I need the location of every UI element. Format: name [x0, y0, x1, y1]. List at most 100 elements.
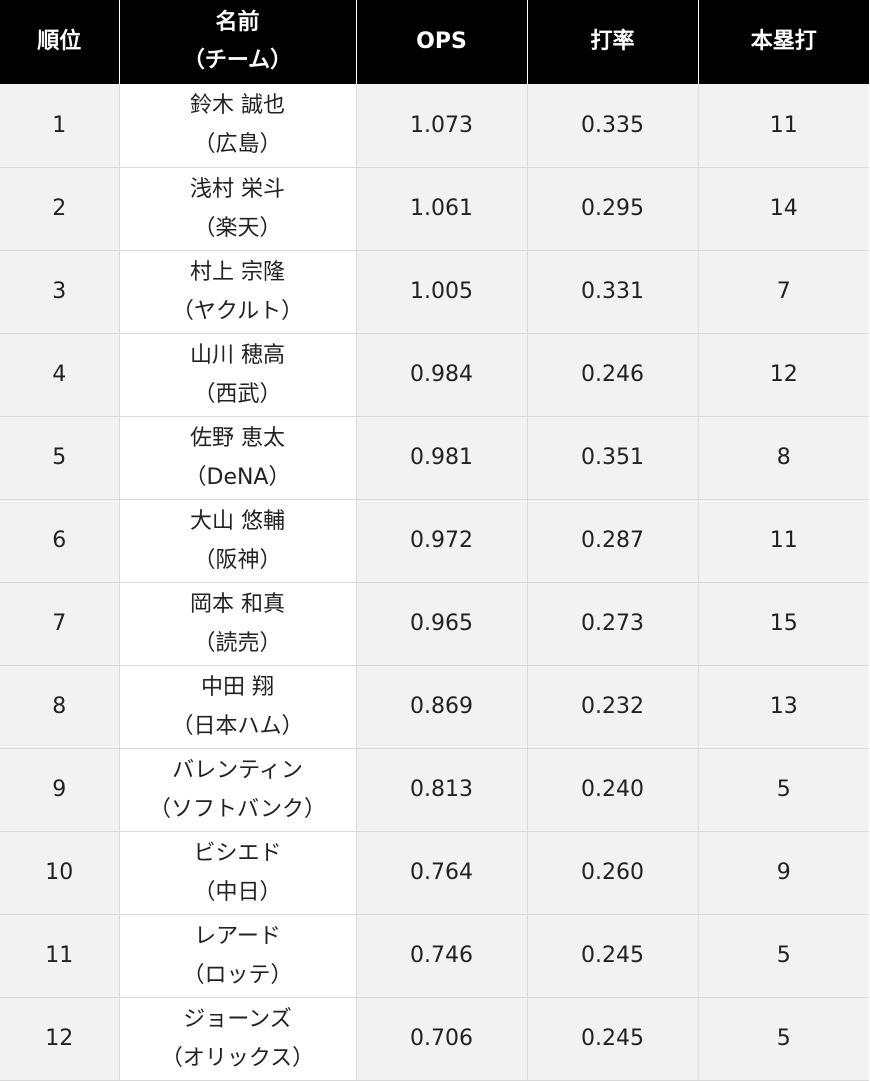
header-row: 順位 名前 （チーム） OPS 打率 本塁打	[0, 0, 869, 84]
hr-cell: 13	[697, 665, 869, 749]
table-row: 8 中田 翔 （日本ハム） 0.869 0.232 13	[0, 665, 869, 749]
team-name: （ソフトバンク）	[148, 796, 327, 822]
ops-cell: 0.869	[355, 665, 527, 749]
header-avg: 打率	[526, 0, 698, 84]
rank-cell: 3	[0, 250, 119, 334]
avg-cell: 0.245	[526, 914, 698, 998]
table-row: 4 山川 穂高 （西武） 0.984 0.246 12	[0, 333, 869, 417]
team-name: （広島）	[193, 132, 282, 158]
hr-cell: 11	[697, 499, 869, 583]
table-row: 3 村上 宗隆 （ヤクルト） 1.005 0.331 7	[0, 250, 869, 334]
avg-cell: 0.295	[526, 167, 698, 251]
hr-cell: 9	[697, 831, 869, 915]
hr-cell: 7	[697, 250, 869, 334]
rank-cell: 8	[0, 665, 119, 749]
player-cell: 村上 宗隆 （ヤクルト）	[118, 250, 356, 334]
ops-cell: 1.005	[355, 250, 527, 334]
rank-cell: 4	[0, 333, 119, 417]
table-row: 10 ビシエド （中日） 0.764 0.260 9	[0, 831, 869, 915]
player-name: 山川 穂高	[190, 342, 285, 368]
avg-cell: 0.246	[526, 333, 698, 417]
team-name: （西武）	[193, 381, 282, 407]
ops-cell: 0.813	[355, 748, 527, 832]
avg-cell: 0.260	[526, 831, 698, 915]
rank-cell: 10	[0, 831, 119, 915]
rank-cell: 6	[0, 499, 119, 583]
table-row: 2 浅村 栄斗 （楽天） 1.061 0.295 14	[0, 167, 869, 251]
ops-cell: 0.984	[355, 333, 527, 417]
team-name: （日本ハム）	[171, 713, 304, 739]
avg-cell: 0.273	[526, 582, 698, 666]
player-name: 佐野 恵太	[190, 425, 285, 451]
avg-cell: 0.232	[526, 665, 698, 749]
header-hr: 本塁打	[697, 0, 869, 84]
rank-cell: 9	[0, 748, 119, 832]
hr-cell: 5	[697, 997, 869, 1081]
table-row: 11 レアード （ロッテ） 0.746 0.245 5	[0, 914, 869, 998]
table-row: 12 ジョーンズ （オリックス） 0.706 0.245 5	[0, 997, 869, 1081]
hr-cell: 14	[697, 167, 869, 251]
ops-cell: 0.706	[355, 997, 527, 1081]
ops-cell: 0.981	[355, 416, 527, 500]
hr-cell: 11	[697, 84, 869, 168]
team-name: （ヤクルト）	[171, 298, 304, 324]
table-row: 1 鈴木 誠也 （広島） 1.073 0.335 11	[0, 84, 869, 168]
player-name: ジョーンズ	[183, 1006, 292, 1032]
hr-cell: 8	[697, 416, 869, 500]
table-row: 6 大山 悠輔 （阪神） 0.972 0.287 11	[0, 499, 869, 583]
player-cell: バレンティン （ソフトバンク）	[118, 748, 356, 832]
header-ops: OPS	[355, 0, 527, 84]
player-name: 大山 悠輔	[190, 508, 285, 534]
hr-cell: 5	[697, 748, 869, 832]
team-name: （中日）	[193, 879, 282, 905]
hr-cell: 5	[697, 914, 869, 998]
ops-cell: 0.965	[355, 582, 527, 666]
header-rank: 順位	[0, 0, 119, 84]
header-team-label: （チーム）	[182, 48, 293, 73]
player-cell: レアード （ロッテ）	[118, 914, 356, 998]
player-cell: 浅村 栄斗 （楽天）	[118, 167, 356, 251]
player-cell: 山川 穂高 （西武）	[118, 333, 356, 417]
header-name: 名前 （チーム）	[118, 0, 356, 84]
team-name: （阪神）	[193, 547, 282, 573]
rank-cell: 12	[0, 997, 119, 1081]
team-name: （DeNA）	[184, 464, 291, 490]
ops-cell: 0.746	[355, 914, 527, 998]
table-row: 9 バレンティン （ソフトバンク） 0.813 0.240 5	[0, 748, 869, 832]
player-name: ビシエド	[193, 840, 282, 866]
avg-cell: 0.335	[526, 84, 698, 168]
team-name: （ロッテ）	[182, 962, 293, 988]
team-name: （オリックス）	[160, 1045, 315, 1071]
player-cell: 佐野 恵太 （DeNA）	[118, 416, 356, 500]
table-row: 7 岡本 和真 （読売） 0.965 0.273 15	[0, 582, 869, 666]
player-cell: 大山 悠輔 （阪神）	[118, 499, 356, 583]
player-name: 岡本 和真	[190, 591, 285, 617]
hr-cell: 12	[697, 333, 869, 417]
avg-cell: 0.331	[526, 250, 698, 334]
player-name: レアード	[194, 923, 281, 949]
rank-cell: 1	[0, 84, 119, 168]
ops-cell: 0.972	[355, 499, 527, 583]
player-name: 中田 翔	[201, 674, 274, 700]
table-row: 5 佐野 恵太 （DeNA） 0.981 0.351 8	[0, 416, 869, 500]
player-name: バレンティン	[172, 757, 303, 783]
player-cell: 中田 翔 （日本ハム）	[118, 665, 356, 749]
rank-cell: 2	[0, 167, 119, 251]
team-name: （楽天）	[193, 215, 282, 241]
player-name: 浅村 栄斗	[190, 176, 285, 202]
avg-cell: 0.245	[526, 997, 698, 1081]
header-name-label: 名前	[215, 10, 260, 35]
player-name: 村上 宗隆	[190, 259, 285, 285]
player-name: 鈴木 誠也	[190, 93, 285, 119]
hr-cell: 15	[697, 582, 869, 666]
rank-cell: 11	[0, 914, 119, 998]
avg-cell: 0.287	[526, 499, 698, 583]
player-cell: 鈴木 誠也 （広島）	[118, 84, 356, 168]
ops-cell: 0.764	[355, 831, 527, 915]
player-cell: ビシエド （中日）	[118, 831, 356, 915]
avg-cell: 0.240	[526, 748, 698, 832]
rank-cell: 7	[0, 582, 119, 666]
avg-cell: 0.351	[526, 416, 698, 500]
ops-cell: 1.061	[355, 167, 527, 251]
